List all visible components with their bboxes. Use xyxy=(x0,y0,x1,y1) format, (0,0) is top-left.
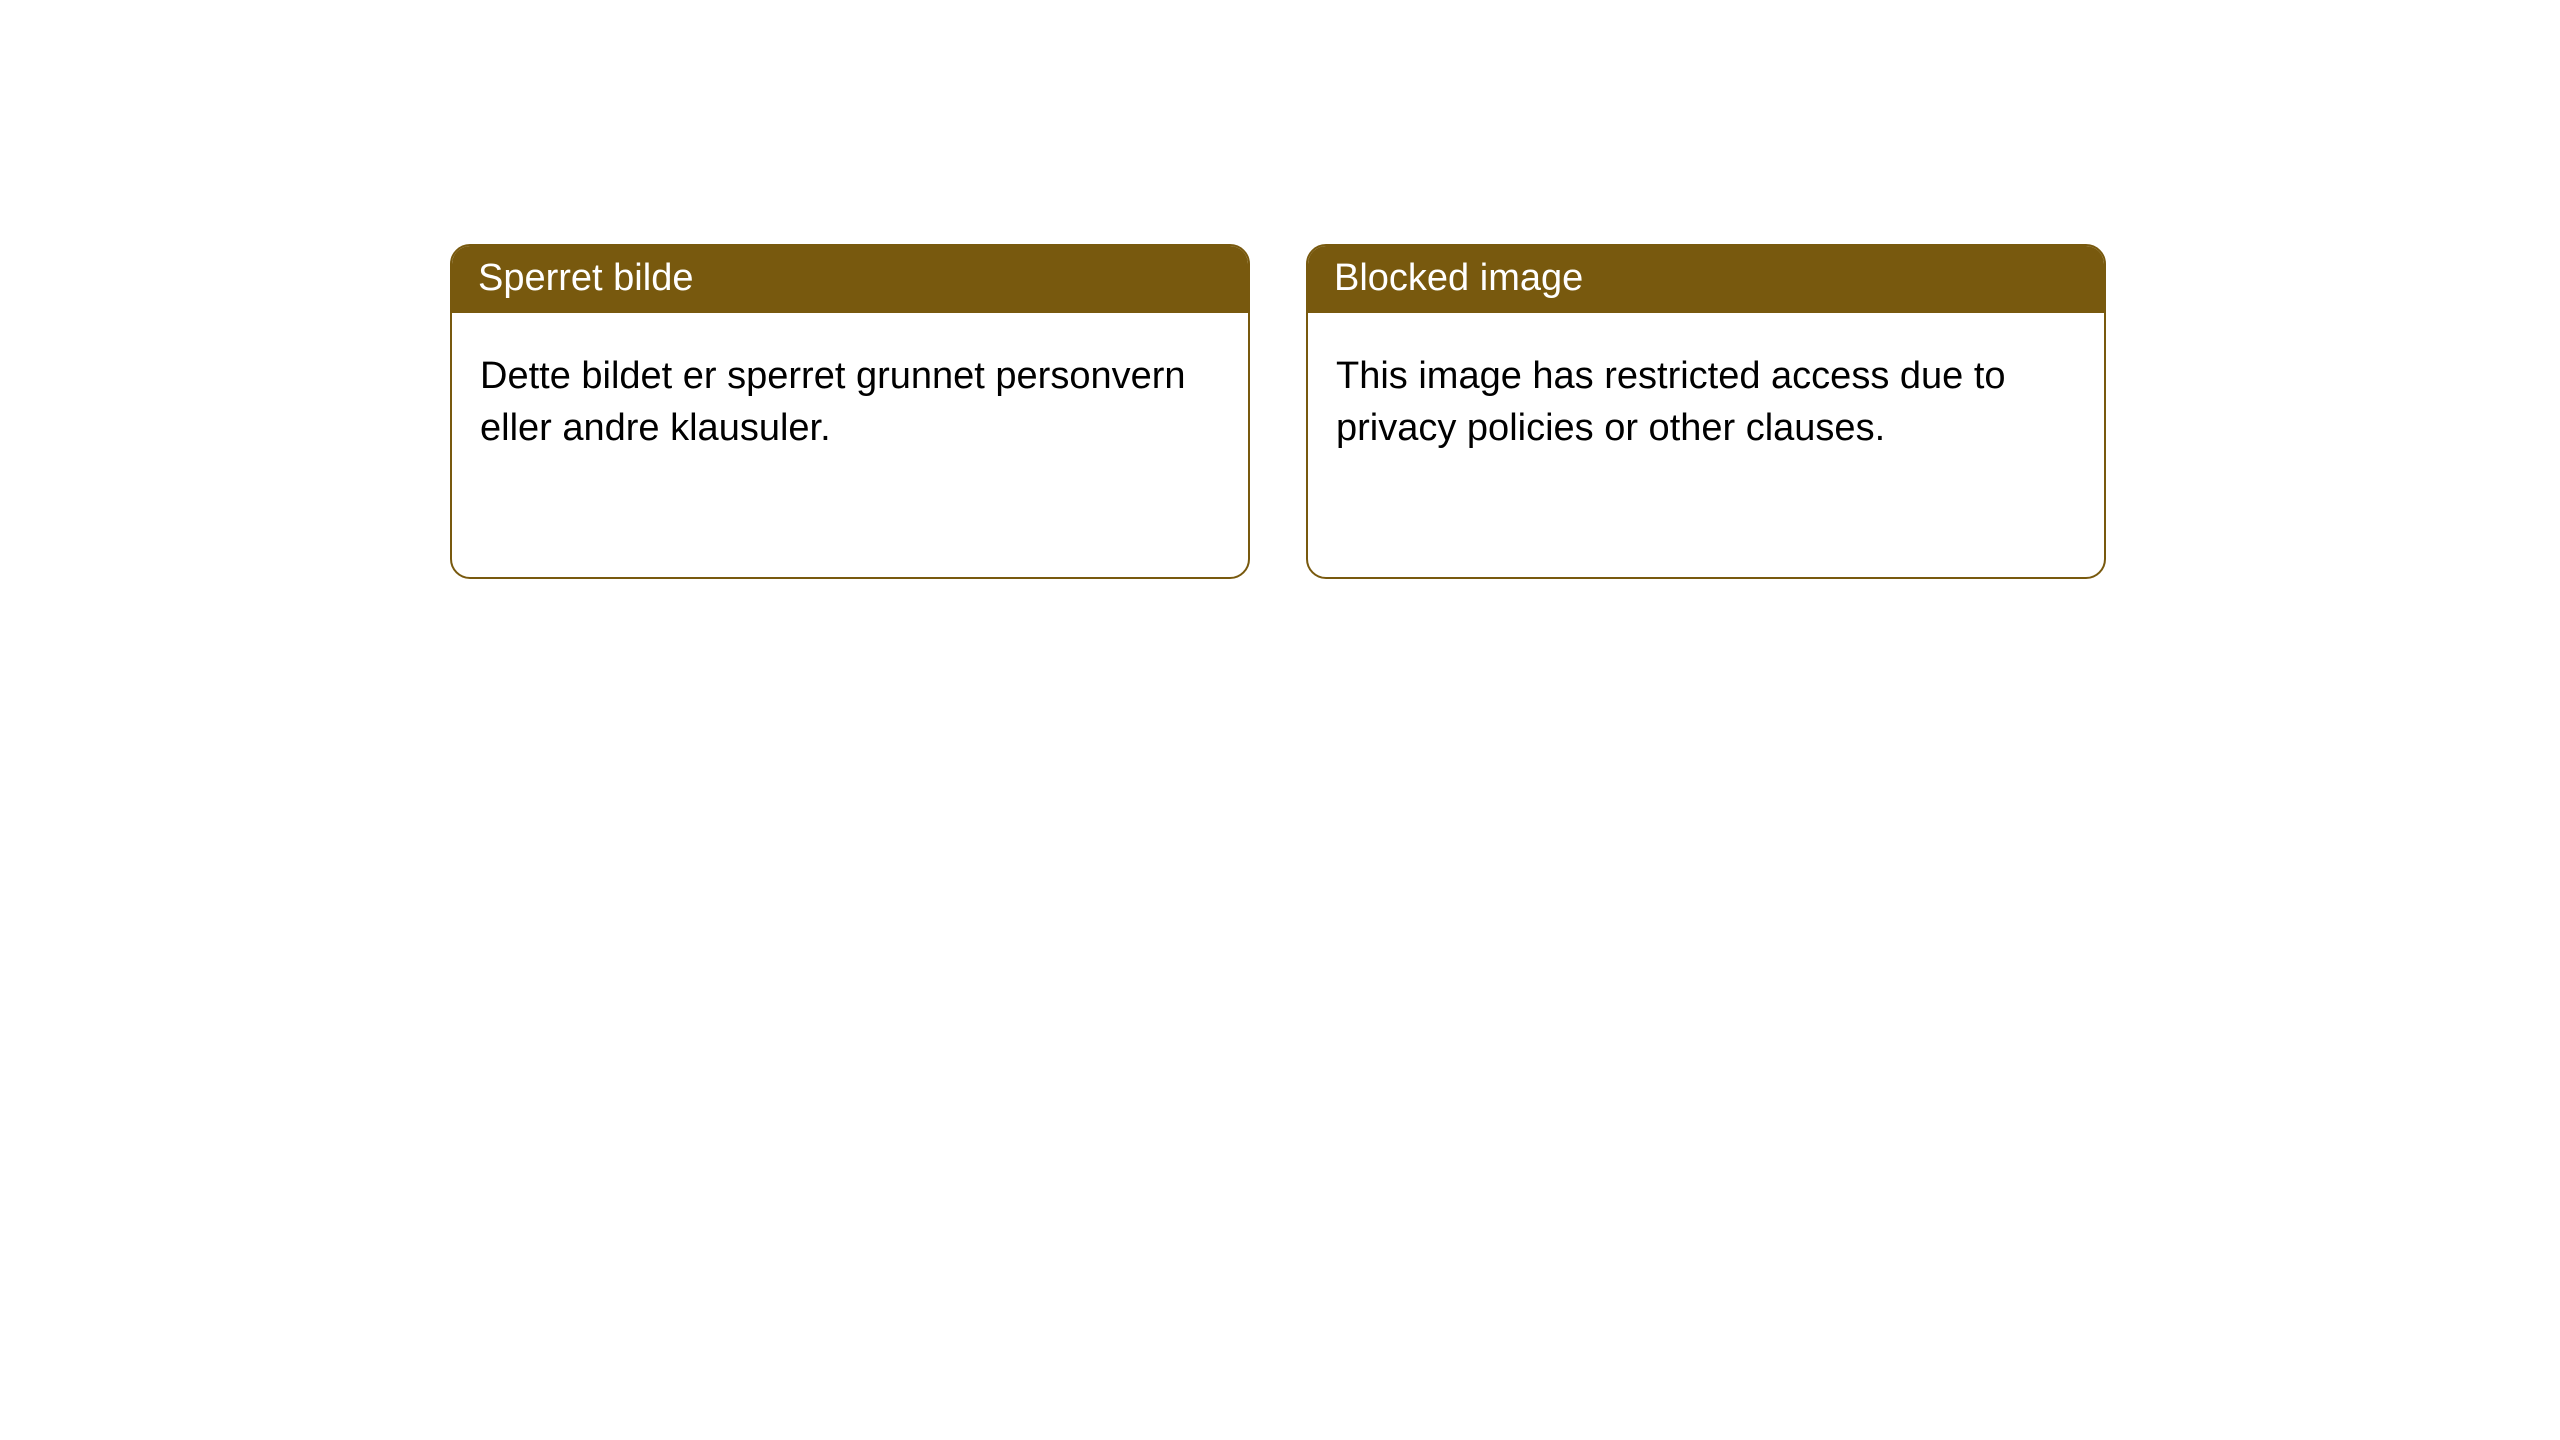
card-body-text: This image has restricted access due to … xyxy=(1308,313,2104,492)
card-title: Sperret bilde xyxy=(452,246,1248,313)
notice-cards-container: Sperret bilde Dette bildet er sperret gr… xyxy=(0,0,2560,579)
blocked-image-card-no: Sperret bilde Dette bildet er sperret gr… xyxy=(450,244,1250,579)
blocked-image-card-en: Blocked image This image has restricted … xyxy=(1306,244,2106,579)
card-title: Blocked image xyxy=(1308,246,2104,313)
card-body-text: Dette bildet er sperret grunnet personve… xyxy=(452,313,1248,492)
